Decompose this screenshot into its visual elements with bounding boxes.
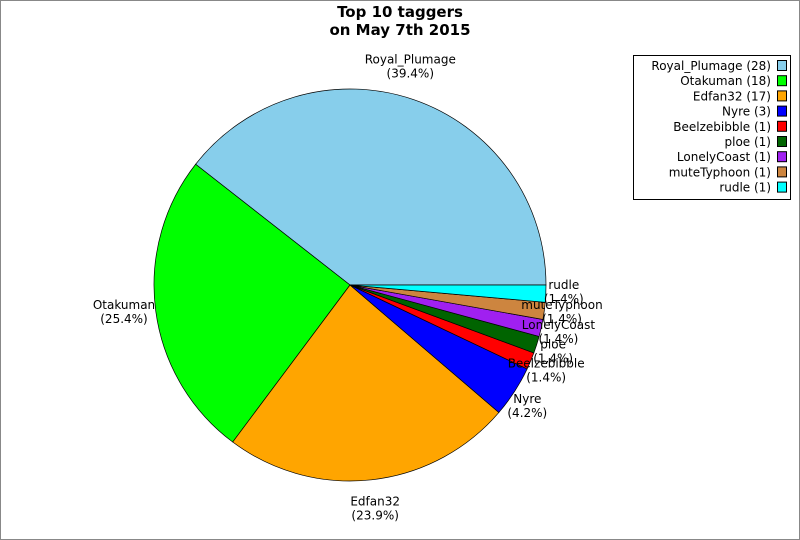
slice-percent: (4.2%) <box>507 406 547 420</box>
pie-slice <box>195 88 547 286</box>
slice-percent: (1.4%) <box>539 332 579 346</box>
legend-label: Beelzebibble (1) <box>673 120 771 134</box>
pie-slice <box>232 284 500 482</box>
legend-label: rudle (1) <box>719 181 771 195</box>
legend-label: ploe (1) <box>725 135 772 149</box>
legend-swatch <box>777 75 787 87</box>
legend-label: muteTyphoon (1) <box>669 165 771 179</box>
legend-label: Otakuman (18) <box>680 74 771 88</box>
slice-label: Nyre <box>513 392 541 406</box>
slice-label: rudle <box>548 278 579 292</box>
legend-swatch <box>777 90 787 102</box>
slice-label: ploe <box>540 337 566 351</box>
legend-swatch <box>777 105 787 117</box>
slice-percent: (1.4%) <box>526 370 566 384</box>
legend-label: LonelyCoast (1) <box>677 150 771 164</box>
chart-title: Top 10 taggers <box>337 3 463 21</box>
chart-subtitle: on May 7th 2015 <box>329 21 470 39</box>
legend-swatch <box>777 120 787 132</box>
slice-percent: (1.4%) <box>544 292 584 306</box>
slice-percent: (25.4%) <box>100 312 147 326</box>
pie-slice <box>349 284 547 303</box>
legend-swatch <box>777 136 787 147</box>
legend-swatch <box>777 60 787 71</box>
slice-label: Beelzebibble <box>508 356 585 370</box>
slice-percent: (39.4%) <box>387 66 434 80</box>
slice-label: Otakuman <box>93 298 155 312</box>
slice-percent: (23.9%) <box>351 509 398 523</box>
legend-swatch <box>777 181 787 193</box>
pie-slice <box>153 163 351 443</box>
slice-label: Edfan32 <box>350 495 400 509</box>
slice-label: LonelyCoast <box>522 318 596 332</box>
legend-label: Edfan32 (17) <box>693 89 771 103</box>
legend-box <box>633 55 791 200</box>
slice-percent: (1.4%) <box>533 351 573 365</box>
legend-label: Nyre (3) <box>722 105 771 119</box>
slice-label: Royal_Plumage <box>365 52 456 66</box>
slice-percent: (1.4%) <box>542 312 582 326</box>
legend-swatch <box>777 151 787 163</box>
legend-swatch <box>777 166 787 178</box>
legend-label: Royal_Plumage (28) <box>651 59 771 73</box>
